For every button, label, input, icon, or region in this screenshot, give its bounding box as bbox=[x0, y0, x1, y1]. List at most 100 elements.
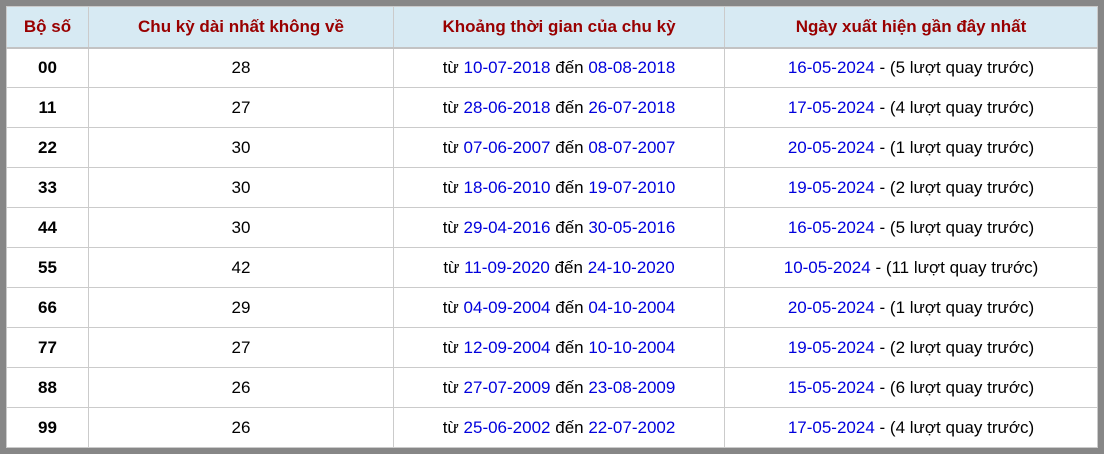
table-row: 22 30 từ 07-06-2007 đến 08-07-2007 20-05… bbox=[6, 127, 1098, 168]
to-date-link[interactable]: 08-08-2018 bbox=[588, 57, 676, 77]
from-label: từ bbox=[442, 177, 459, 197]
from-label: từ bbox=[442, 417, 459, 437]
to-label: đến bbox=[555, 57, 584, 77]
table-row: 33 30 từ 18-06-2010 đến 19-07-2010 19-05… bbox=[6, 167, 1098, 208]
to-date-link[interactable]: 23-08-2009 bbox=[588, 377, 676, 397]
pair-cell: 99 bbox=[6, 407, 89, 448]
table-body: 00 28 từ 10-07-2018 đến 08-08-2018 16-05… bbox=[6, 47, 1098, 448]
draws-ago-text: - (1 lượt quay trước) bbox=[879, 137, 1035, 157]
last-seen-cell: 15-05-2024 - (6 lượt quay trước) bbox=[724, 367, 1098, 408]
last-seen-date-link[interactable]: 20-05-2024 bbox=[787, 137, 875, 157]
from-date-link[interactable]: 27-07-2009 bbox=[463, 377, 551, 397]
cycle-period-cell: từ 18-06-2010 đến 19-07-2010 bbox=[393, 167, 725, 208]
last-seen-cell: 16-05-2024 - (5 lượt quay trước) bbox=[724, 47, 1098, 88]
from-date-link[interactable]: 28-06-2018 bbox=[463, 97, 551, 117]
to-date-link[interactable]: 22-07-2002 bbox=[588, 417, 676, 437]
cycle-period-cell: từ 10-07-2018 đến 08-08-2018 bbox=[393, 47, 725, 88]
to-date-link[interactable]: 30-05-2016 bbox=[588, 217, 676, 237]
header-cycle-period: Khoảng thời gian của chu kỳ bbox=[393, 6, 725, 49]
cycle-period-cell: từ 25-06-2002 đến 22-07-2002 bbox=[393, 407, 725, 448]
cycle-period-cell: từ 12-09-2004 đến 10-10-2004 bbox=[393, 327, 725, 368]
last-seen-date-link[interactable]: 16-05-2024 bbox=[787, 57, 875, 77]
last-seen-date-link[interactable]: 20-05-2024 bbox=[787, 297, 875, 317]
from-date-link[interactable]: 11-09-2020 bbox=[464, 257, 550, 277]
to-label: đến bbox=[555, 137, 584, 157]
cycle-length-cell: 29 bbox=[88, 287, 394, 328]
pair-cell: 88 bbox=[6, 367, 89, 408]
draws-ago-text: - (2 lượt quay trước) bbox=[879, 177, 1035, 197]
table-row: 11 27 từ 28-06-2018 đến 26-07-2018 17-05… bbox=[6, 87, 1098, 128]
from-label: từ bbox=[443, 257, 460, 277]
last-seen-date-link[interactable]: 17-05-2024 bbox=[787, 417, 875, 437]
to-date-link[interactable]: 04-10-2004 bbox=[588, 297, 676, 317]
from-date-link[interactable]: 04-09-2004 bbox=[463, 297, 551, 317]
header-last-seen: Ngày xuất hiện gần đây nhất bbox=[724, 6, 1098, 49]
cycle-period-cell: từ 11-09-2020 đến 24-10-2020 bbox=[393, 247, 725, 288]
pair-cell: 11 bbox=[6, 87, 89, 128]
from-date-link[interactable]: 07-06-2007 bbox=[463, 137, 551, 157]
to-date-link[interactable]: 08-07-2007 bbox=[588, 137, 676, 157]
cycle-period-cell: từ 28-06-2018 đến 26-07-2018 bbox=[393, 87, 725, 128]
last-seen-cell: 17-05-2024 - (4 lượt quay trước) bbox=[724, 87, 1098, 128]
to-label: đến bbox=[555, 297, 584, 317]
draws-ago-text: - (11 lượt quay trước) bbox=[875, 257, 1039, 277]
table-row: 66 29 từ 04-09-2004 đến 04-10-2004 20-05… bbox=[6, 287, 1098, 328]
header-row: Bộ số Chu kỳ dài nhất không về Khoảng th… bbox=[6, 6, 1098, 49]
cycle-length-cell: 27 bbox=[88, 327, 394, 368]
from-date-link[interactable]: 10-07-2018 bbox=[463, 57, 551, 77]
from-date-link[interactable]: 12-09-2004 bbox=[463, 337, 551, 357]
last-seen-cell: 17-05-2024 - (4 lượt quay trước) bbox=[724, 407, 1098, 448]
pair-cell: 22 bbox=[6, 127, 89, 168]
to-label: đến bbox=[555, 417, 584, 437]
last-seen-date-link[interactable]: 15-05-2024 bbox=[787, 377, 875, 397]
cycle-period-cell: từ 29-04-2016 đến 30-05-2016 bbox=[393, 207, 725, 248]
from-label: từ bbox=[442, 377, 459, 397]
to-label: đến bbox=[555, 177, 584, 197]
header-pair: Bộ số bbox=[6, 6, 89, 49]
last-seen-date-link[interactable]: 10-05-2024 bbox=[783, 257, 871, 277]
draws-ago-text: - (1 lượt quay trước) bbox=[879, 297, 1035, 317]
to-date-link[interactable]: 24-10-2020 bbox=[587, 257, 675, 277]
table-row: 44 30 từ 29-04-2016 đến 30-05-2016 16-05… bbox=[6, 207, 1098, 248]
stats-table: Bộ số Chu kỳ dài nhất không về Khoảng th… bbox=[6, 6, 1098, 448]
cycle-length-cell: 42 bbox=[88, 247, 394, 288]
to-date-link[interactable]: 26-07-2018 bbox=[588, 97, 676, 117]
last-seen-date-link[interactable]: 19-05-2024 bbox=[787, 177, 875, 197]
from-date-link[interactable]: 18-06-2010 bbox=[463, 177, 551, 197]
pair-cell: 33 bbox=[6, 167, 89, 208]
cycle-length-cell: 26 bbox=[88, 367, 394, 408]
to-label: đến bbox=[555, 97, 584, 117]
draws-ago-text: - (6 lượt quay trước) bbox=[879, 377, 1035, 397]
from-label: từ bbox=[442, 57, 459, 77]
to-date-link[interactable]: 19-07-2010 bbox=[588, 177, 676, 197]
last-seen-cell: 20-05-2024 - (1 lượt quay trước) bbox=[724, 287, 1098, 328]
cycle-period-cell: từ 27-07-2009 đến 23-08-2009 bbox=[393, 367, 725, 408]
cycle-length-cell: 30 bbox=[88, 167, 394, 208]
last-seen-date-link[interactable]: 16-05-2024 bbox=[787, 217, 875, 237]
draws-ago-text: - (5 lượt quay trước) bbox=[879, 57, 1035, 77]
cycle-length-cell: 27 bbox=[88, 87, 394, 128]
from-label: từ bbox=[442, 97, 459, 117]
cycle-period-cell: từ 07-06-2007 đến 08-07-2007 bbox=[393, 127, 725, 168]
from-label: từ bbox=[442, 137, 459, 157]
to-date-link[interactable]: 10-10-2004 bbox=[588, 337, 676, 357]
last-seen-cell: 20-05-2024 - (1 lượt quay trước) bbox=[724, 127, 1098, 168]
table-row: 55 42 từ 11-09-2020 đến 24-10-2020 10-05… bbox=[6, 247, 1098, 288]
from-label: từ bbox=[442, 337, 459, 357]
from-label: từ bbox=[442, 217, 459, 237]
pair-cell: 00 bbox=[6, 47, 89, 88]
to-label: đến bbox=[555, 377, 584, 397]
last-seen-date-link[interactable]: 17-05-2024 bbox=[787, 97, 875, 117]
pair-cell: 66 bbox=[6, 287, 89, 328]
last-seen-cell: 16-05-2024 - (5 lượt quay trước) bbox=[724, 207, 1098, 248]
table-row: 77 27 từ 12-09-2004 đến 10-10-2004 19-05… bbox=[6, 327, 1098, 368]
from-date-link[interactable]: 29-04-2016 bbox=[463, 217, 551, 237]
from-date-link[interactable]: 25-06-2002 bbox=[463, 417, 551, 437]
last-seen-cell: 19-05-2024 - (2 lượt quay trước) bbox=[724, 167, 1098, 208]
pair-cell: 55 bbox=[6, 247, 89, 288]
to-label: đến bbox=[554, 257, 583, 277]
draws-ago-text: - (2 lượt quay trước) bbox=[879, 337, 1035, 357]
draws-ago-text: - (4 lượt quay trước) bbox=[879, 417, 1035, 437]
last-seen-date-link[interactable]: 19-05-2024 bbox=[787, 337, 875, 357]
